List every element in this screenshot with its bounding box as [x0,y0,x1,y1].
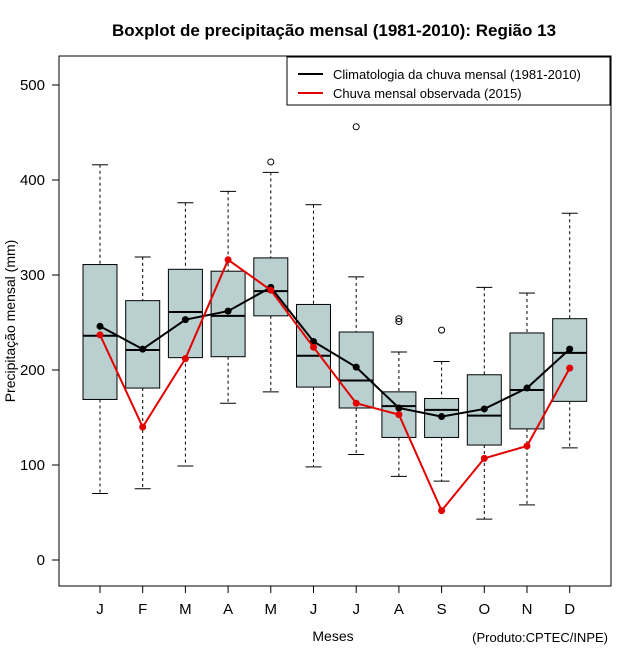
credit-text: (Produto:CPTEC/INPE) [472,630,608,645]
series-line [99,286,571,418]
box-iqr [167,268,203,359]
y-tick-label: 100 [20,457,45,474]
x-tick-label: M [265,601,278,618]
legend-entry: Chuva mensal observada (2015) [333,86,522,101]
outlier-point [395,318,403,326]
y-tick-label: 500 [20,77,45,94]
x-tick-label: D [564,601,575,618]
series-point [438,413,446,421]
outlier-point [267,158,275,166]
x-tick-label: J [96,601,104,618]
box-iqr [338,331,374,409]
series-group [96,256,574,515]
y-tick-label: 300 [20,267,45,284]
series-point [480,454,488,462]
legend: Climatologia da chuva mensal (1981-2010)… [286,56,611,106]
series-point [395,411,403,419]
x-tick-label: J [352,601,360,618]
series-point [139,423,147,431]
y-tick-label: 400 [20,172,45,189]
box-2 [125,256,161,490]
y-tick-label: 200 [20,362,45,379]
box-12 [552,212,588,449]
series-point [352,399,360,407]
series-point [96,322,104,330]
outlier-point [352,123,360,131]
y-tick-label: 0 [37,552,45,569]
boxes-group [82,123,588,520]
series-point [523,442,531,450]
series-point [438,507,446,515]
y-axis-label: Precipitação mensal (mm) [2,240,18,403]
box-5 [253,158,289,393]
series-point [181,316,189,324]
x-tick-label: A [223,601,233,618]
box-iqr [125,300,161,389]
box-7 [338,123,374,456]
box-4 [210,190,246,404]
box-iqr [509,332,545,430]
legend-entry: Climatologia da chuva mensal (1981-2010) [333,67,581,82]
legend-box [286,56,611,106]
box-11 [509,292,545,506]
series-point [480,405,488,413]
series-point [139,345,147,353]
series-observed-2015 [96,256,574,515]
series-climatology [96,283,574,421]
box-iqr [424,398,460,438]
x-tick-label: M [179,601,192,618]
series-point [310,343,317,351]
box-3 [167,202,203,467]
x-tick-label: J [310,601,318,618]
x-tick-label: F [138,601,147,618]
x-tick-label: N [522,601,533,618]
box-6 [296,204,331,468]
series-point [181,355,189,363]
series-point [96,331,104,339]
x-tick-label: S [437,601,447,618]
outlier-point [438,326,446,334]
y-axis: 0 100 200 300 400 500 [20,77,60,569]
series-line [99,258,571,513]
series-point [224,307,232,315]
series-point [566,345,574,353]
chart-title: Boxplot de precipitação mensal (1981-201… [112,21,556,40]
box-9 [424,326,460,482]
series-point [267,286,275,294]
x-tick-label: A [394,601,404,618]
x-tick-label: O [478,601,490,618]
series-point [224,256,232,264]
series-point [395,404,403,412]
series-point [523,384,531,392]
x-axis-label: Meses [312,628,353,644]
outlier-point [395,315,403,323]
series-point [352,363,360,371]
series-point [566,364,574,372]
